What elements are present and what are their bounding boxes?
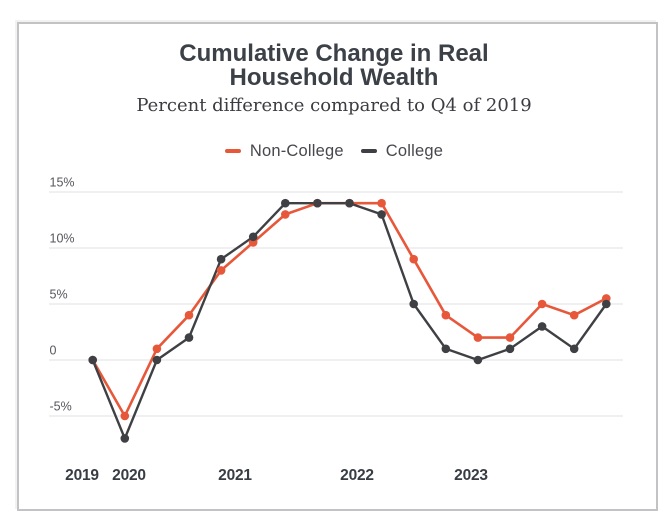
legend: Non-College College bbox=[0, 139, 668, 163]
chart-title-line1: Cumulative Change in Real bbox=[179, 40, 489, 67]
non-college-legend-label: Non-College bbox=[249, 141, 344, 160]
legend-item-non-college: Non-College bbox=[224, 141, 344, 161]
legend-item-college: College bbox=[360, 141, 444, 161]
college-dash-icon bbox=[360, 149, 377, 153]
chart-subtitle: Percent difference compared to Q4 of 201… bbox=[136, 95, 532, 116]
college-legend-label: College bbox=[385, 141, 444, 160]
non-college-dash-icon bbox=[224, 149, 241, 153]
chart-title: Cumulative Change in Real Household Weal… bbox=[0, 42, 668, 90]
chart-title-line2: Household Wealth bbox=[229, 64, 439, 91]
